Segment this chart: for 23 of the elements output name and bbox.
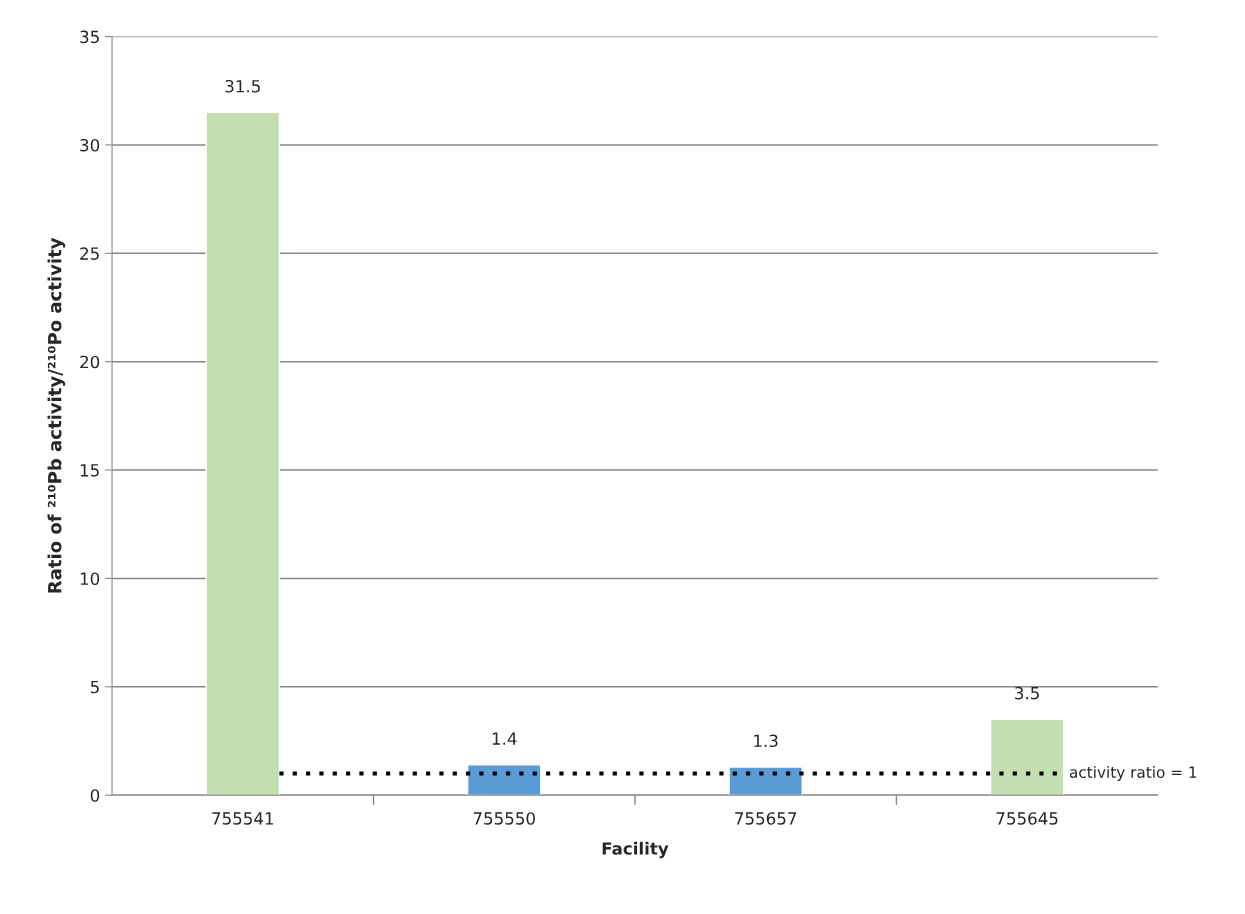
y-tick-label: 25 (80, 247, 99, 260)
y-tick-label: 0 (90, 789, 100, 802)
y-axis-title: Ratio of ²¹⁰Pb activity/²¹⁰Po activity (47, 237, 66, 593)
y-tick-label: 10 (80, 572, 100, 585)
y-tick-label: 35 (80, 30, 99, 44)
x-tick-label: 755550 (473, 812, 535, 825)
bar (466, 764, 542, 796)
y-tick-label: 20 (80, 355, 100, 369)
data-label: 3.5 (1015, 686, 1039, 700)
x-tick-label: 755645 (996, 812, 1058, 825)
y-tick-label: 5 (90, 680, 99, 694)
bar (728, 766, 803, 796)
y-tick-label: 30 (80, 138, 100, 152)
data-label: 1.4 (492, 732, 517, 745)
y-tick-label: 15 (80, 464, 99, 477)
ref-line-label: activity ratio = 1 (1069, 766, 1197, 781)
bar (989, 718, 1065, 796)
bar (205, 111, 281, 796)
x-tick-label: 755657 (735, 812, 797, 825)
x-axis-title: Facility (602, 841, 669, 859)
x-tick-label: 755541 (212, 812, 274, 825)
data-label: 1.3 (754, 734, 778, 748)
data-label: 31.5 (225, 79, 260, 93)
